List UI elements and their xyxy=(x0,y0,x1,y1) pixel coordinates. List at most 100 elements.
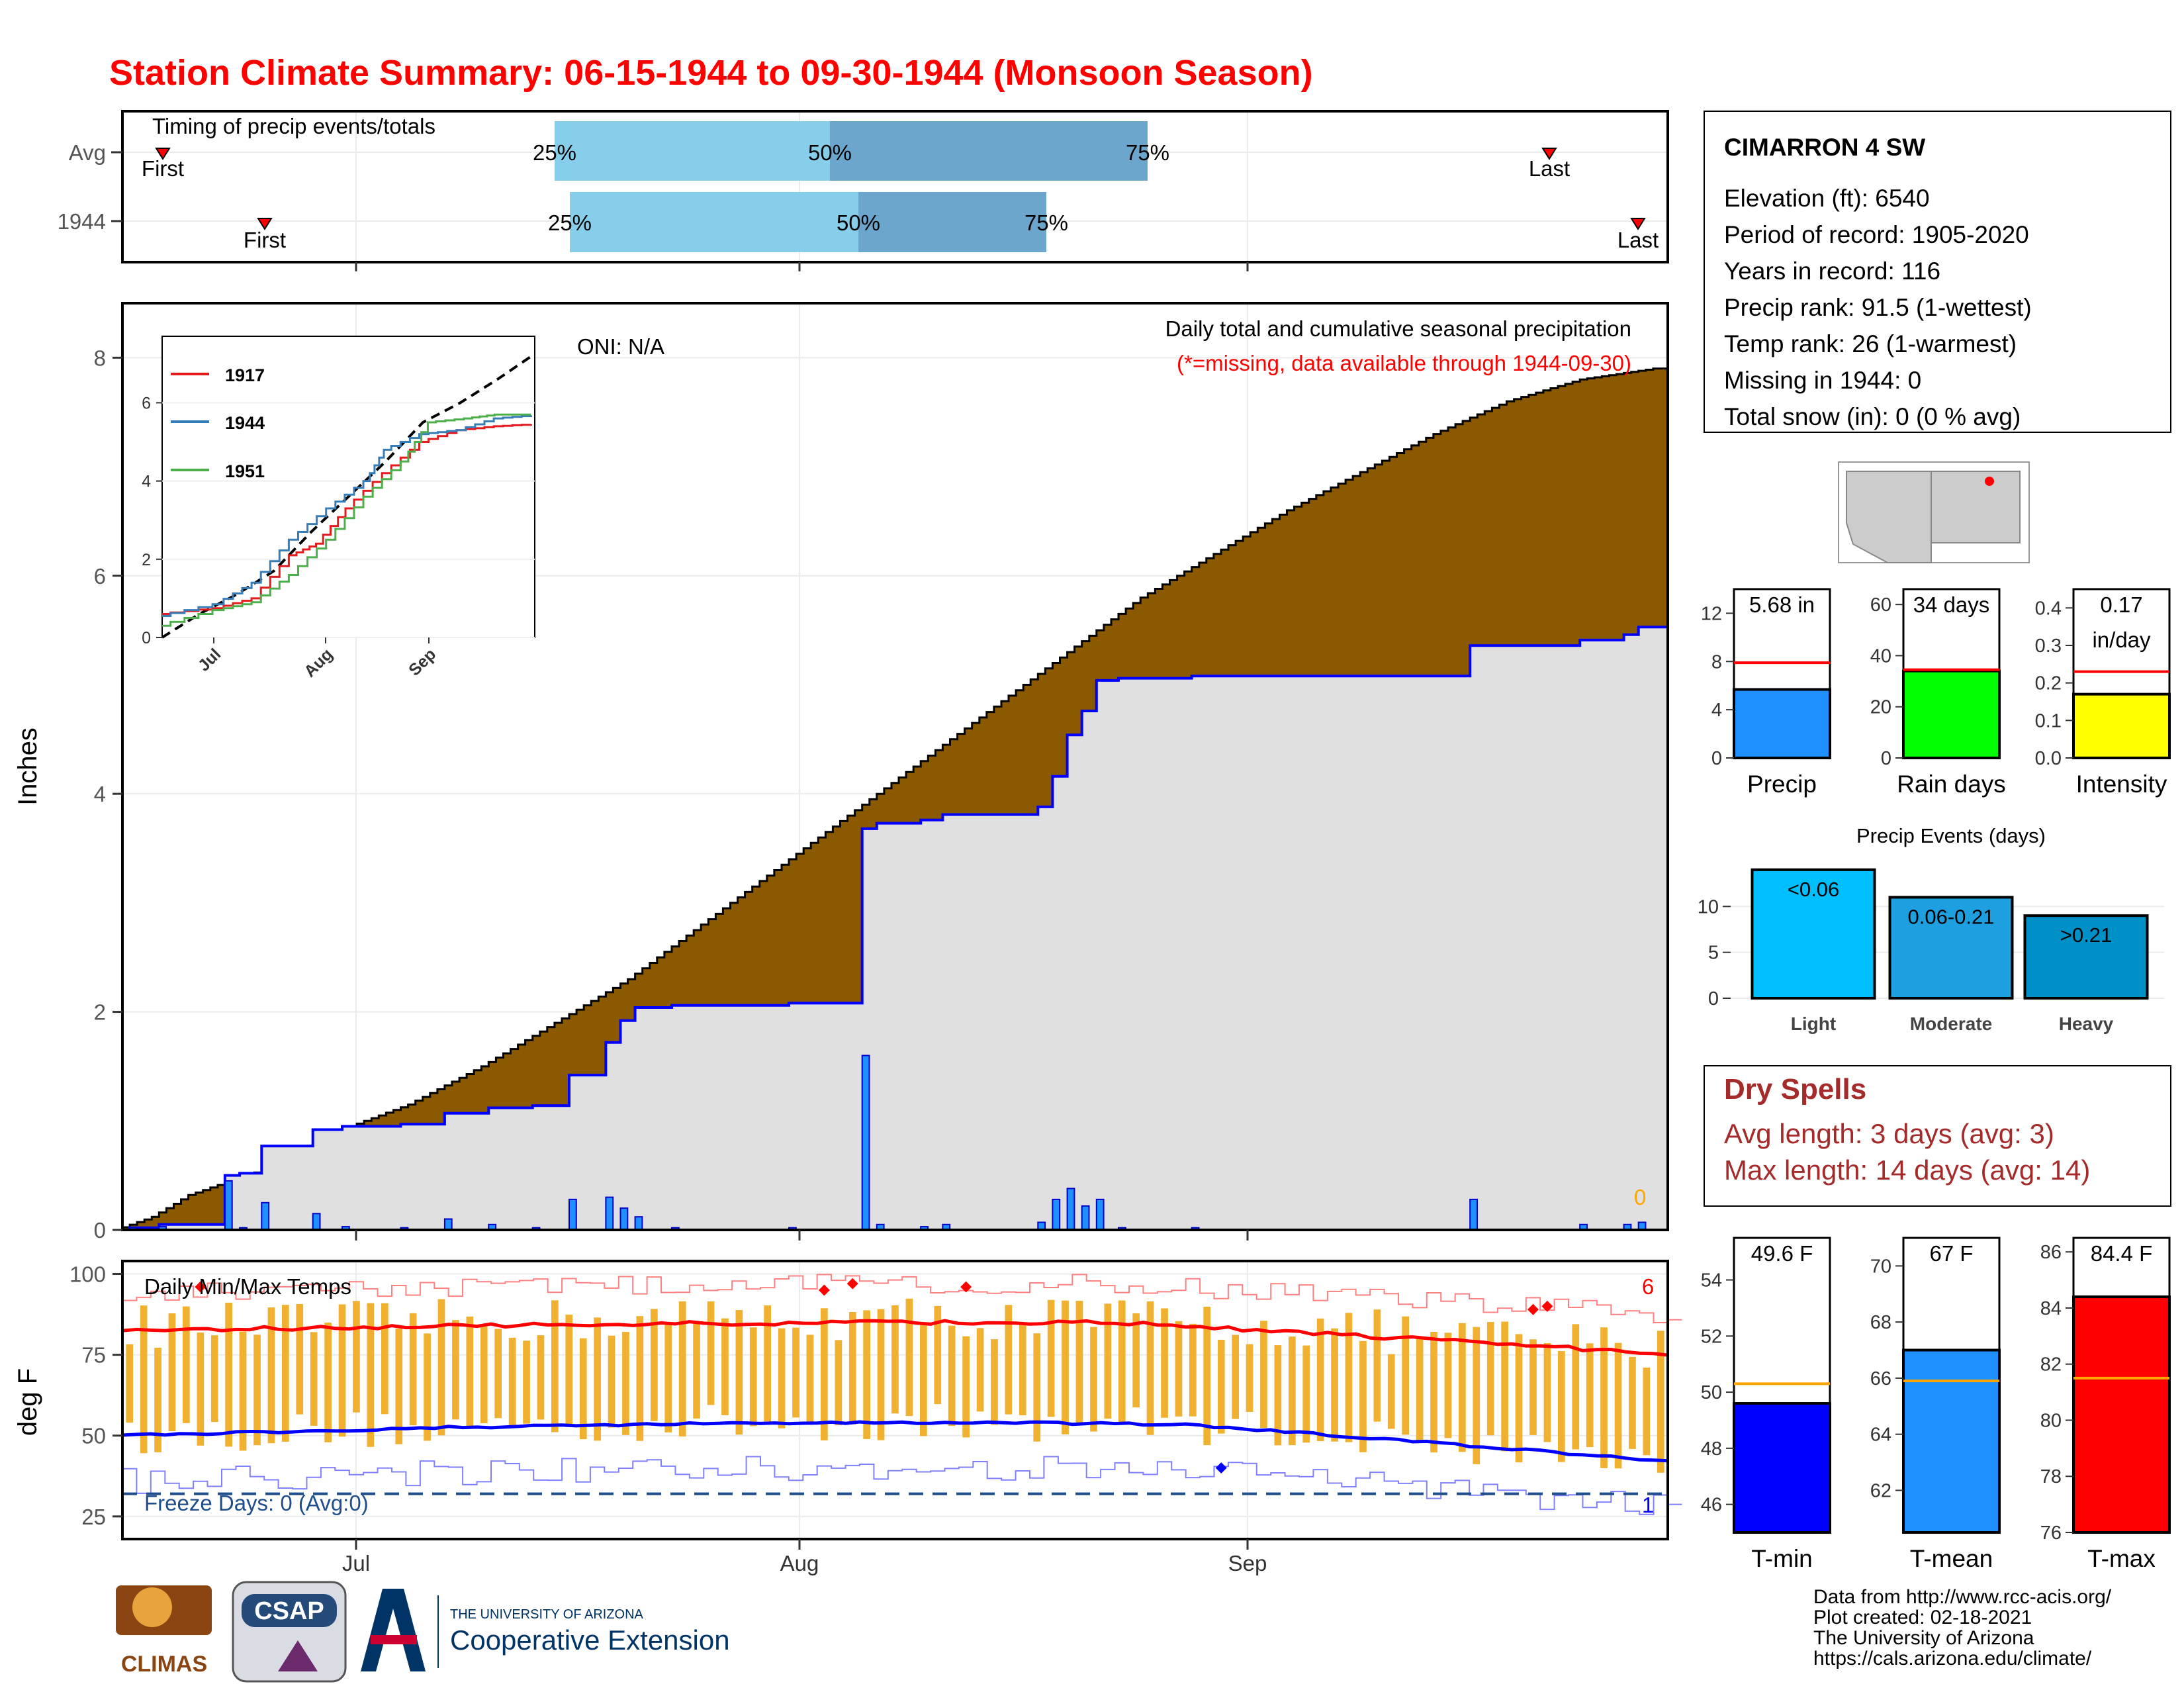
temp-range-bar xyxy=(267,1307,275,1444)
mini-value-label: 84.4 F xyxy=(2091,1241,2153,1266)
mini-ytick-label: 0.0 xyxy=(2035,748,2062,769)
precip-ytick-label: 0 xyxy=(94,1218,106,1243)
daily-precip-bar xyxy=(1095,1198,1105,1231)
temperature-panel: 25 50 75 100 Daily Min/Max Temps 6 Freeze D… xyxy=(13,1260,1682,1575)
mini-ytick-label: 80 xyxy=(2040,1410,2062,1431)
station-location-dot xyxy=(1985,477,1994,486)
temp-range-bar xyxy=(367,1303,375,1447)
logos: CLIMAS CSAP THE UNIVERSITY OF ARIZONA Co… xyxy=(116,1581,730,1683)
avg-min-line xyxy=(122,1420,1668,1463)
credit-line: Plot created: 02-18-2021 xyxy=(1813,1607,2032,1628)
mini-axis-label: T-mean xyxy=(1910,1545,1993,1572)
daily-precip-bar xyxy=(634,1216,643,1231)
mini-value-bar xyxy=(2072,1295,2171,1534)
temp-ytick-label: 100 xyxy=(69,1262,106,1287)
temp-range-bar xyxy=(452,1320,459,1420)
avg-p25-label: 25% xyxy=(533,140,576,165)
event-range-label: 0.06-0.21 xyxy=(1908,905,1995,928)
temp-range-bar xyxy=(594,1317,601,1441)
temp-range-bar xyxy=(424,1333,431,1441)
temp-xlabel-aug: Aug xyxy=(780,1551,819,1575)
mini-axis-label: T-max xyxy=(2087,1545,2156,1572)
event-category-label: Light xyxy=(1791,1013,1836,1034)
temp-range-bar xyxy=(565,1314,573,1427)
precip-y-label: Inches xyxy=(13,727,42,806)
temp-range-bar xyxy=(1132,1313,1140,1408)
record-high-marker xyxy=(1541,1300,1553,1312)
temp-range-bar xyxy=(1161,1308,1168,1418)
timing-panel: Timing of precip events/totals Avg 1944 … xyxy=(58,110,1669,271)
dry-spells-max: Max length: 14 days (avg: 14) xyxy=(1724,1154,2090,1186)
temp-range-bar xyxy=(1459,1323,1466,1452)
inset-frame xyxy=(161,336,535,638)
temp-range-bar xyxy=(792,1327,799,1418)
temp-range-bar xyxy=(835,1340,842,1425)
temp-range-bar xyxy=(1586,1343,1594,1448)
y1944-50-75-bar xyxy=(858,192,1046,252)
dry-spells-box: Dry Spells Avg length: 3 days (avg: 3) M… xyxy=(1704,1065,2171,1207)
temp-range-bar xyxy=(210,1335,218,1423)
mini-ytick-label: 20 xyxy=(1870,697,1891,718)
temp-range-bar xyxy=(622,1332,629,1435)
mini-ytick-label: 0.4 xyxy=(2035,598,2062,619)
record-high-marker xyxy=(1527,1303,1539,1315)
daily-precip-bar xyxy=(1081,1205,1090,1231)
station-line: Precip rank: 91.5 (1-wettest) xyxy=(1724,294,2032,321)
temp-range-bar xyxy=(976,1328,984,1412)
temp-range-bar xyxy=(1033,1333,1041,1442)
record-high-marker xyxy=(818,1284,830,1296)
csap-logo: CSAP xyxy=(232,1581,347,1683)
y1944-last-marker xyxy=(1630,218,1646,230)
mini-ytick-label: 46 xyxy=(1701,1495,1722,1516)
credit-line: The University of Arizona xyxy=(1813,1627,2034,1649)
csap-logo-mountain xyxy=(278,1640,318,1671)
temp-range-bar xyxy=(1175,1321,1183,1417)
avg-max-line xyxy=(122,1319,1668,1357)
precip-frame xyxy=(121,302,1669,1231)
station-line: Temp rank: 26 (1-warmest) xyxy=(1724,330,2017,357)
mini-ytick-label: 86 xyxy=(2040,1242,2062,1263)
temp-range-bar xyxy=(409,1313,417,1426)
temp-range-bar xyxy=(1260,1321,1267,1428)
mini-ytick-label: 40 xyxy=(1870,645,1891,667)
temp-range-bar xyxy=(1657,1331,1664,1473)
mini-ytick-label: 84 xyxy=(2040,1298,2062,1319)
temp-range-bar xyxy=(1444,1333,1452,1438)
y1944-p75-label: 75% xyxy=(1024,211,1068,235)
temp-range-bar xyxy=(1189,1323,1197,1417)
temp-y-axis: 25 50 75 100 xyxy=(69,1262,122,1529)
mini-chart-Precip: 0 4 8 12 5.68 in Precip xyxy=(1701,588,1831,798)
avg-first-label: First xyxy=(142,156,184,181)
temp-range-bar xyxy=(523,1340,530,1424)
temp-range-bar xyxy=(1232,1335,1239,1419)
temp-range-bar xyxy=(253,1335,261,1446)
mini-ytick-label: 0 xyxy=(1711,748,1722,769)
daily-precip-bar xyxy=(261,1201,270,1231)
event-category-label: Moderate xyxy=(1910,1013,1992,1034)
mini-chart-T-mean: 62 64 66 68 70 67 F T-mean xyxy=(1870,1237,2001,1572)
temp-range-bar xyxy=(920,1325,927,1436)
inset-series xyxy=(161,352,536,639)
events-title: Precip Events (days) xyxy=(1856,824,2046,847)
precip-events-chart: Precip Events (days) 0 5 10 <0.06 Light 0.06… xyxy=(1698,824,2164,1034)
precip-ytick-label: 6 xyxy=(94,564,106,588)
cumulative-1944-line xyxy=(122,626,1668,1231)
temp-range-bar xyxy=(608,1335,615,1428)
event-category-label: Heavy xyxy=(2059,1013,2114,1034)
temp-range-bar xyxy=(239,1331,247,1451)
temp-range-bar xyxy=(437,1299,445,1436)
event-bar-heavy xyxy=(2023,914,2149,1000)
mini-ytick-label: 70 xyxy=(1870,1256,1891,1277)
y1944-p50-label: 50% xyxy=(837,211,880,235)
temp-range-bar xyxy=(1402,1316,1409,1435)
daily-precip-bar xyxy=(1066,1188,1075,1231)
temp-range-bar xyxy=(579,1338,587,1440)
mini-value-label: 49.6 F xyxy=(1751,1241,1813,1266)
daily-precip-bar xyxy=(1052,1198,1061,1231)
temp-ytick-label: 75 xyxy=(81,1343,106,1368)
station-name: CIMARRON 4 SW xyxy=(1724,134,1925,161)
avg-50-75-bar xyxy=(830,121,1148,181)
temp-range-bar xyxy=(934,1305,942,1405)
legend-label-1944: 1944 xyxy=(225,413,265,433)
avg-p50-label: 50% xyxy=(808,140,852,165)
